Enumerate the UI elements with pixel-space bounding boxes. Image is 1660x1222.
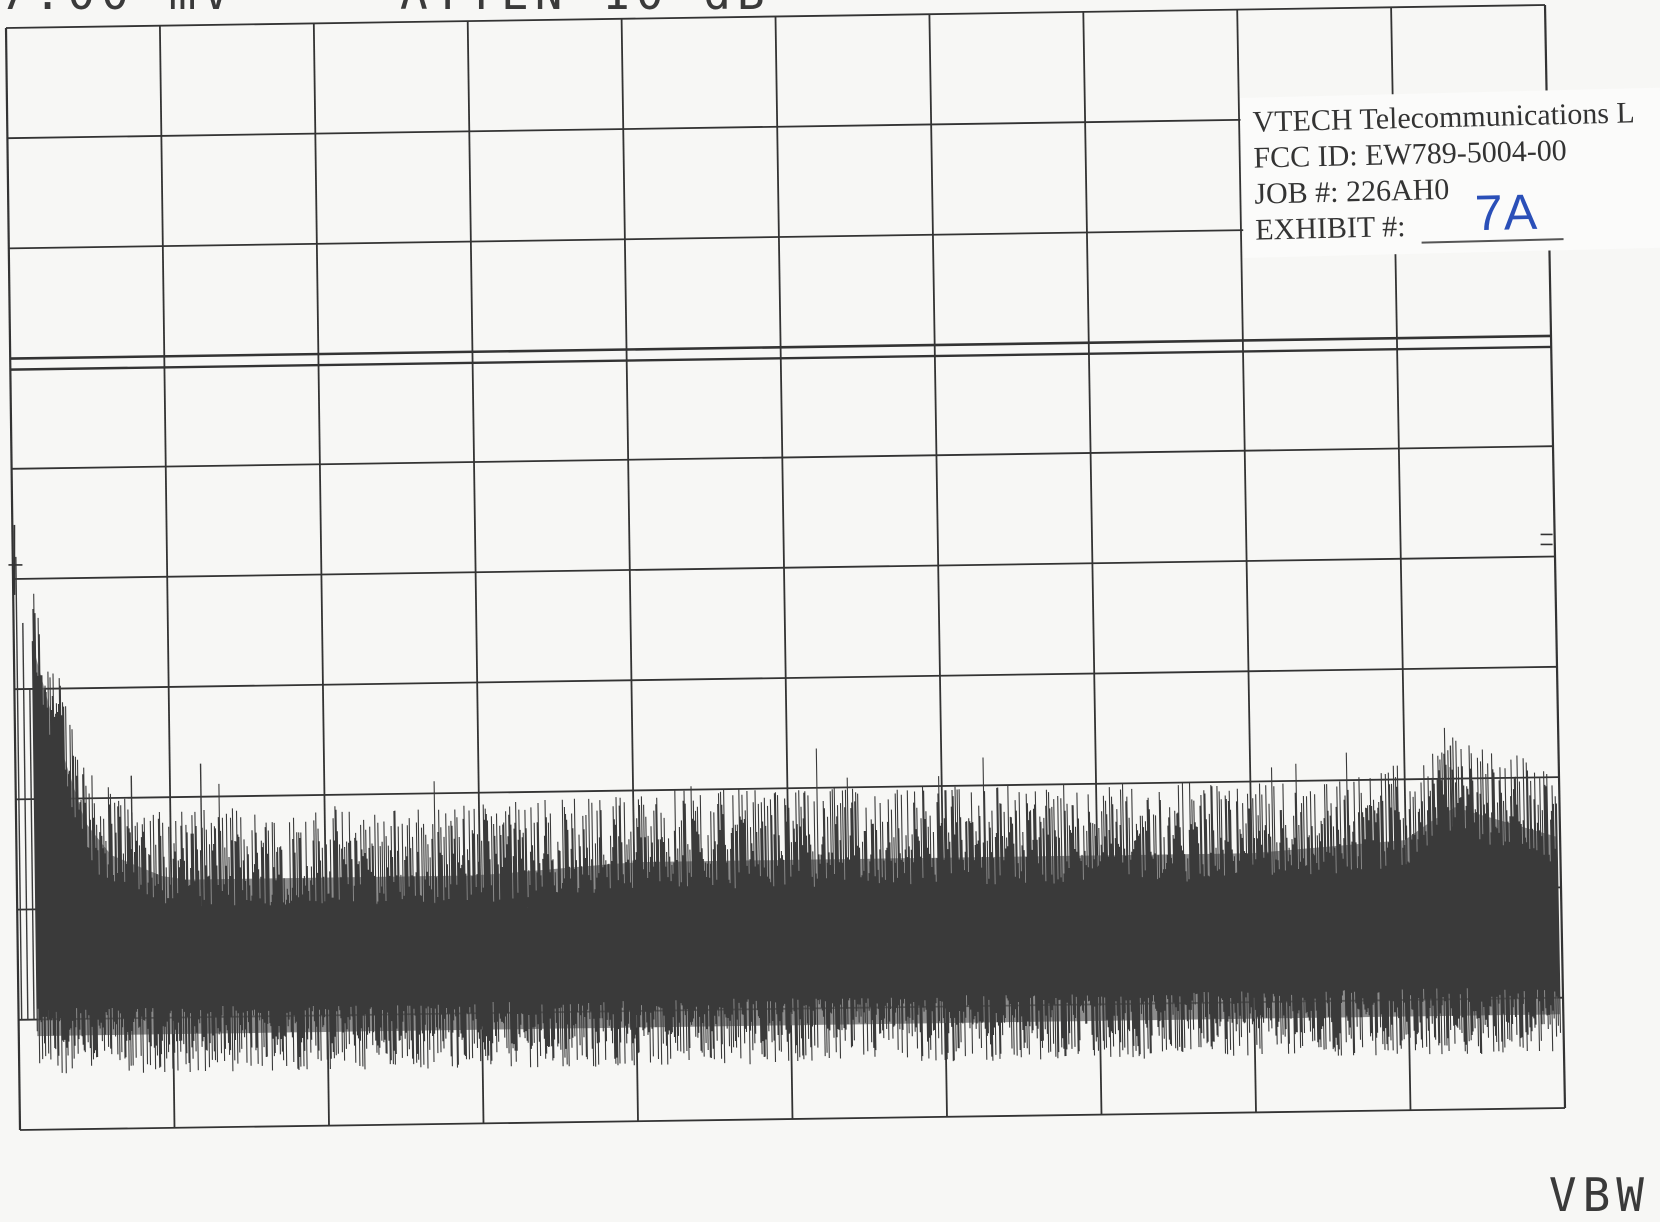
spur-2 [29, 688, 35, 1020]
spur-5 [52, 743, 58, 1020]
noise-spikes [31, 593, 1562, 1074]
vbw-label: VBW [1548, 1168, 1650, 1222]
grid-horizontal-3 [10, 334, 1552, 360]
fcc-id: FCC ID: EW789-5004-00 [1253, 134, 1568, 175]
exhibit-number-handwritten: 7A [1474, 183, 1539, 242]
grid-horizontal-7 [15, 776, 1560, 801]
grid-horizontal-4 [11, 445, 1554, 470]
reference-level-label: 7.00 mV [0, 0, 236, 20]
marker-ticks [8, 524, 1553, 595]
test-report-stamp: VTECH Telecommunications L FCC ID: EW789… [1240, 87, 1660, 258]
job-number: JOB #: 226AH0 [1253, 172, 1450, 211]
spur-4 [44, 688, 51, 1020]
spur-8 [199, 763, 205, 1018]
spur-1 [22, 622, 29, 1020]
spur-9 [1449, 745, 1456, 1000]
noise-trace [15, 556, 1562, 1074]
grid-horizontal-6 [14, 665, 1558, 691]
exhibit-label: EXHIBIT #: [1254, 210, 1406, 247]
spur-0 [15, 556, 23, 1020]
spur-6 [69, 798, 74, 1020]
grid-horizontal-5 [12, 555, 1556, 580]
reference-line [10, 345, 1552, 371]
attenuation-label: ATTEN 10 dB [400, 0, 771, 20]
spur-7 [130, 775, 136, 1019]
grid-horizontal-0 [5, 4, 1546, 29]
company-name: VTECH Telecommunications L [1252, 96, 1636, 139]
grid-horizontal-10 [19, 1107, 1566, 1131]
spur-3 [36, 699, 43, 1020]
